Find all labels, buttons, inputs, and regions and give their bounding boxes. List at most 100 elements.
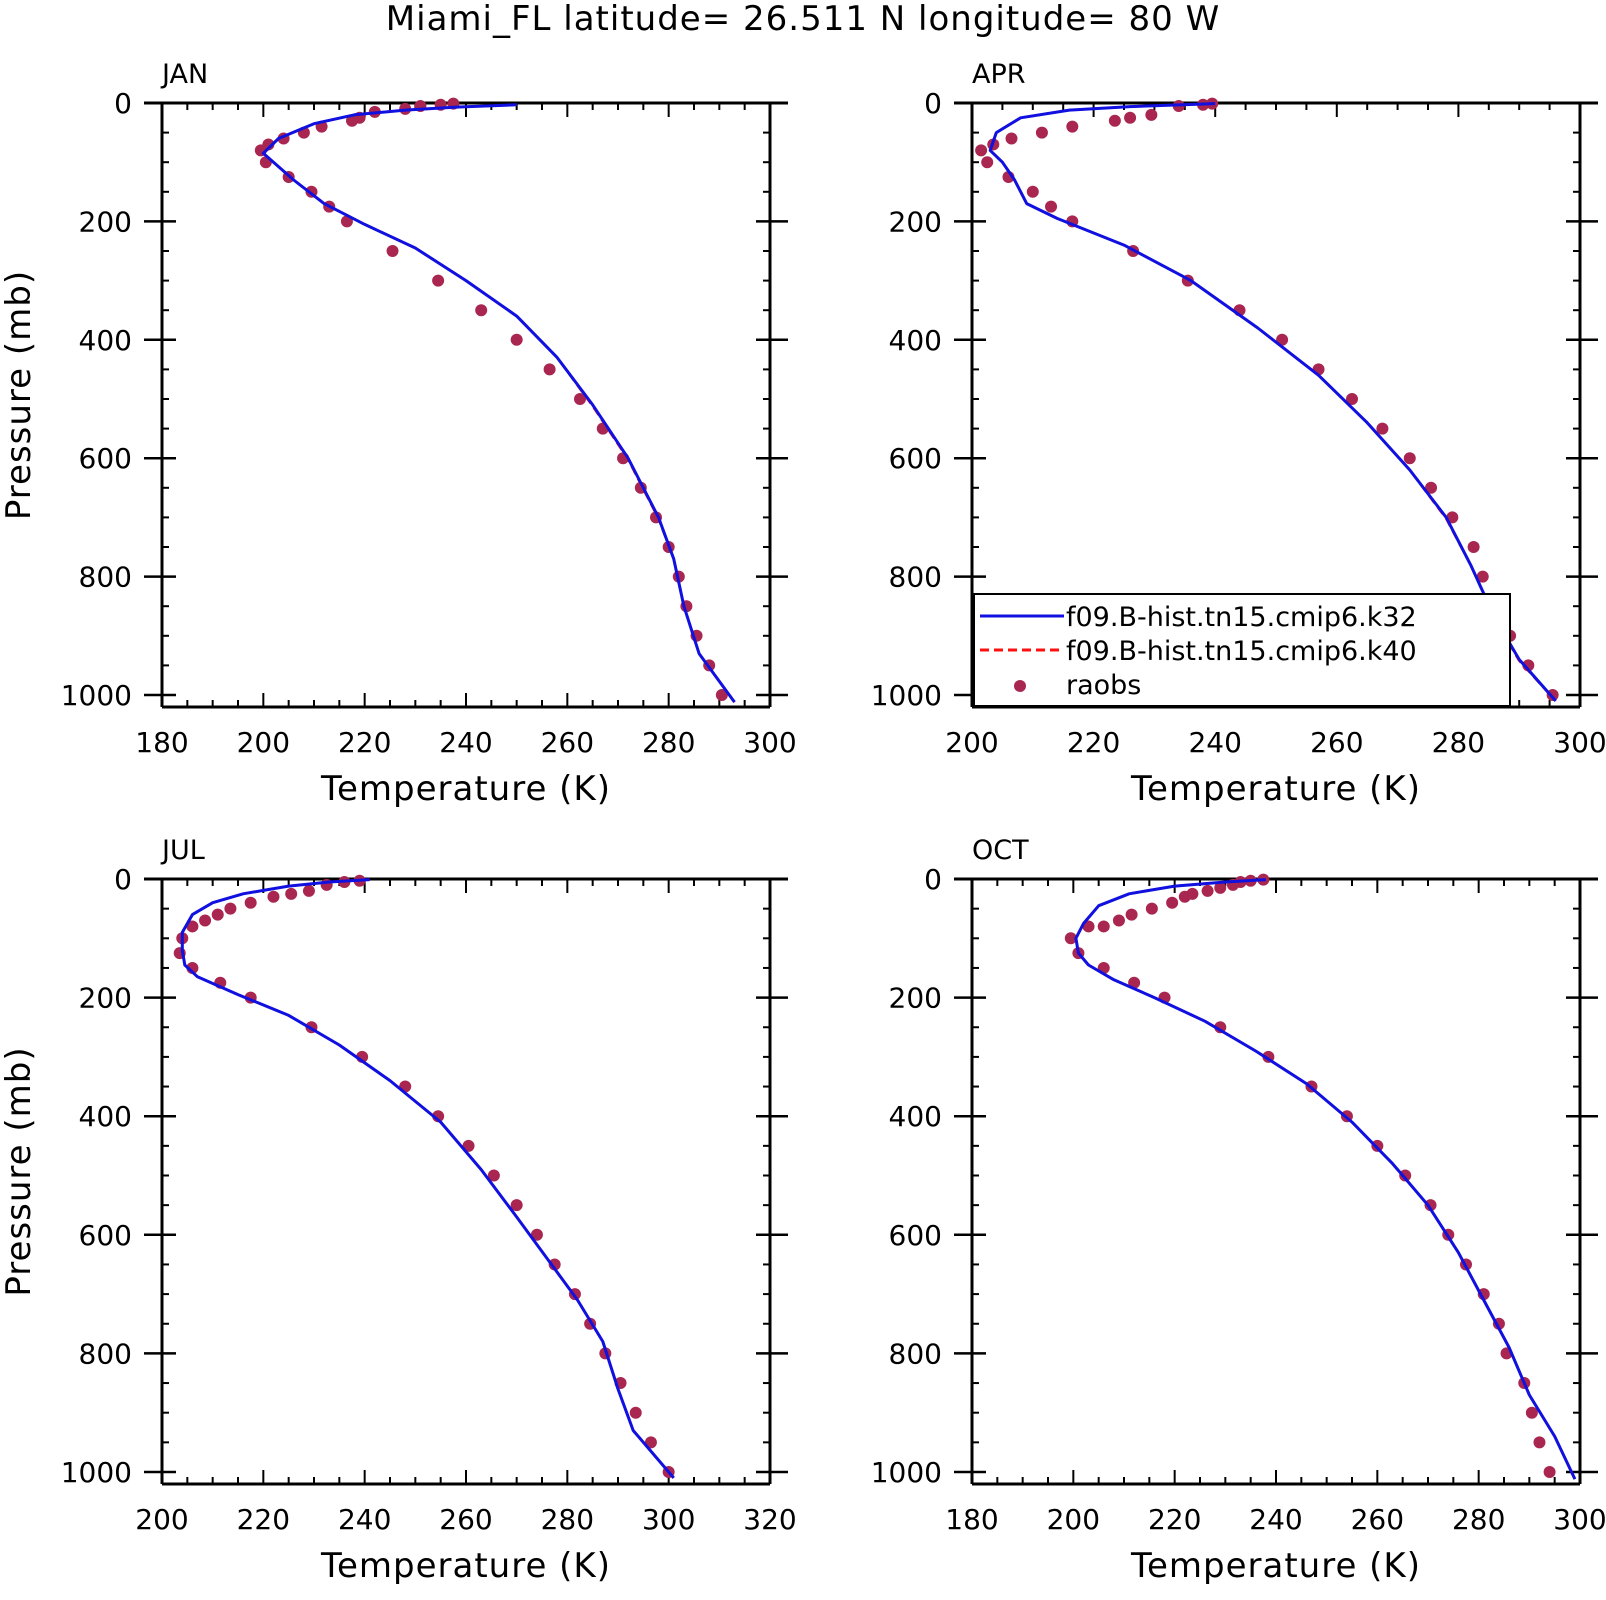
panel-title: OCT xyxy=(972,835,1029,866)
raobs-point xyxy=(981,156,994,169)
x-tick-label: 200 xyxy=(945,726,998,759)
legend: f09.B-hist.tn15.cmip6.k32f09.B-hist.tn15… xyxy=(973,593,1511,707)
y-tick-label: 400 xyxy=(889,324,942,357)
legend-entry: raobs xyxy=(1014,670,1141,701)
series-raobs xyxy=(1064,873,1556,1478)
raobs-point xyxy=(487,1169,500,1182)
x-tick-label: 200 xyxy=(135,1503,188,1536)
raobs-point xyxy=(1125,908,1138,921)
x-tick-label: 180 xyxy=(945,1503,998,1536)
x-tick-label: 300 xyxy=(642,1503,695,1536)
raobs-point xyxy=(543,363,556,376)
raobs-point xyxy=(510,333,523,346)
series-raobs xyxy=(254,97,728,701)
x-tick-label: 280 xyxy=(642,726,695,759)
x-axis-label: Temperature (K) xyxy=(320,1546,611,1586)
y-tick-label: 600 xyxy=(889,1219,942,1252)
legend-label: f09.B-hist.tn15.cmip6.k40 xyxy=(1066,636,1417,667)
x-tick-label: 180 xyxy=(135,726,188,759)
legend-entry: f09.B-hist.tn15.cmip6.k32 xyxy=(980,602,1417,633)
x-tick-label: 300 xyxy=(1553,726,1606,759)
raobs-point xyxy=(1124,111,1137,124)
x-axis-label: Temperature (K) xyxy=(1130,1546,1421,1586)
series-k40-line xyxy=(262,103,736,703)
series-k32-line xyxy=(180,878,675,1479)
y-tick-label: 600 xyxy=(79,442,132,475)
x-tick-label: 320 xyxy=(743,1503,796,1536)
raobs-point xyxy=(1112,914,1125,927)
x-tick-label: 300 xyxy=(743,726,796,759)
raobs-point xyxy=(510,1199,523,1212)
raobs-point xyxy=(1064,932,1077,945)
panel-jul: 200 220 240 260 280 300 320 0 200 400 600 800 1000 JU… xyxy=(0,835,797,1586)
x-tick-label: 260 xyxy=(1351,1503,1404,1536)
y-tick-label: 1000 xyxy=(871,1456,942,1489)
x-tick-label: 260 xyxy=(439,1503,492,1536)
raobs-point xyxy=(1145,108,1158,121)
raobs-point xyxy=(285,887,298,900)
series-raobs xyxy=(173,874,675,1478)
y-axis-label: Pressure (mb) xyxy=(0,270,39,520)
legend-box xyxy=(973,593,1511,707)
raobs-point xyxy=(1467,541,1480,553)
raobs-point xyxy=(975,144,988,157)
y-tick-label: 0 xyxy=(114,87,132,120)
raobs-point xyxy=(1166,896,1179,909)
y-axis-label: Pressure (mb) xyxy=(0,1046,39,1296)
series-k40-line xyxy=(181,878,675,1479)
raobs-point xyxy=(432,274,445,287)
raobs-point xyxy=(574,393,586,405)
x-tick-label: 260 xyxy=(1310,726,1363,759)
y-tick-label: 200 xyxy=(79,982,132,1015)
raobs-point xyxy=(1533,1436,1546,1449)
raobs-point xyxy=(1108,114,1121,127)
y-tick-label: 0 xyxy=(924,87,942,120)
y-tick-label: 200 xyxy=(889,982,942,1015)
figure-title: Miami_FL latitude= 26.511 N longitude= 8… xyxy=(386,0,1220,39)
raobs-point xyxy=(1543,1466,1556,1478)
y-tick-label: 1000 xyxy=(61,1456,132,1489)
raobs-point xyxy=(386,245,399,257)
x-tick-label: 240 xyxy=(1249,1503,1302,1536)
raobs-point xyxy=(1476,570,1489,583)
raobs-point xyxy=(1178,890,1191,903)
x-tick-label: 280 xyxy=(1432,726,1485,759)
x-tick-label: 220 xyxy=(1148,1503,1201,1536)
raobs-point xyxy=(462,1139,475,1152)
y-tick-label: 200 xyxy=(79,205,132,238)
raobs-point xyxy=(302,884,315,897)
y-tick-label: 200 xyxy=(889,205,942,238)
raobs-point xyxy=(715,689,728,701)
y-tick-label: 800 xyxy=(79,1337,132,1370)
y-tick-label: 600 xyxy=(79,1219,132,1252)
x-tick-label: 220 xyxy=(1067,726,1120,759)
x-axis-label: Temperature (K) xyxy=(320,769,611,809)
panel-oct: 180 200 220 240 260 280 300 0 200 400 600 800 1000 OC… xyxy=(871,835,1606,1586)
series-k32-line xyxy=(1074,878,1577,1480)
raobs-point xyxy=(1403,452,1416,465)
y-tick-label: 400 xyxy=(79,324,132,357)
x-tick-label: 240 xyxy=(1188,726,1241,759)
y-tick-label: 0 xyxy=(114,863,132,896)
y-tick-label: 1000 xyxy=(61,679,132,712)
x-tick-label: 260 xyxy=(541,726,594,759)
raobs-point xyxy=(1399,1169,1412,1182)
x-tick-label: 220 xyxy=(338,726,391,759)
raobs-point xyxy=(1346,393,1358,405)
raobs-point xyxy=(1035,126,1048,139)
raobs-point xyxy=(267,890,280,903)
raobs-point xyxy=(1525,1406,1538,1419)
x-tick-label: 300 xyxy=(1553,1503,1606,1536)
raobs-point xyxy=(1066,120,1079,133)
x-tick-label: 240 xyxy=(338,1503,391,1536)
raobs-point xyxy=(1424,1199,1437,1212)
y-tick-label: 600 xyxy=(889,442,942,475)
raobs-point xyxy=(1082,920,1095,933)
raobs-point xyxy=(224,902,237,915)
raobs-point xyxy=(199,914,212,927)
x-tick-label: 240 xyxy=(439,726,492,759)
x-tick-label: 280 xyxy=(1452,1503,1505,1536)
panel-title: APR xyxy=(972,59,1026,90)
legend-entry: f09.B-hist.tn15.cmip6.k40 xyxy=(980,636,1417,667)
x-tick-label: 200 xyxy=(237,726,290,759)
